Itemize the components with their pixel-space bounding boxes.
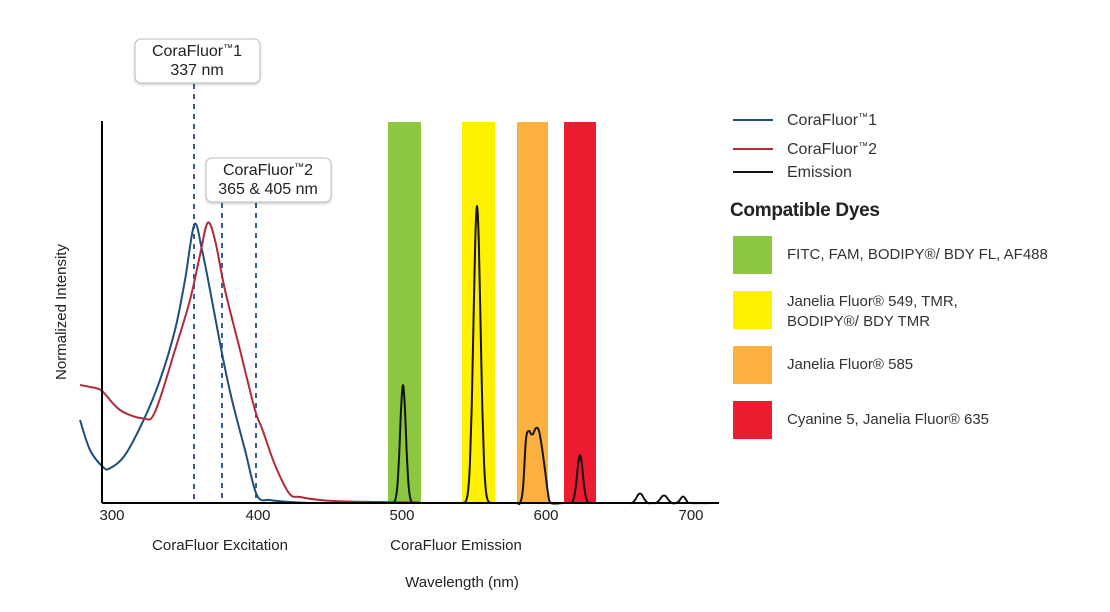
svg-text:CoraFluor™2: CoraFluor™2 (787, 141, 877, 159)
svg-text:337 nm: 337 nm (170, 62, 223, 79)
svg-text:CoraFluor Excitation: CoraFluor Excitation (152, 537, 288, 554)
svg-text:Compatible Dyes: Compatible Dyes (730, 200, 880, 221)
svg-text:300: 300 (99, 507, 124, 524)
svg-text:400: 400 (245, 507, 270, 524)
svg-text:Normalized Intensity: Normalized Intensity (53, 244, 70, 380)
svg-text:Janelia Fluor® 585: Janelia Fluor® 585 (787, 356, 913, 373)
svg-text:500: 500 (389, 507, 414, 524)
svg-text:BODIPY®/ BDY TMR: BODIPY®/ BDY TMR (787, 313, 930, 330)
svg-text:Emission: Emission (787, 164, 852, 181)
svg-text:600: 600 (533, 507, 558, 524)
svg-text:Janelia Fluor® 549, TMR,: Janelia Fluor® 549, TMR, (787, 293, 958, 310)
svg-text:FITC, FAM, BODIPY®/ BDY FL, AF: FITC, FAM, BODIPY®/ BDY FL, AF488 (787, 246, 1048, 263)
svg-text:CoraFluor™1: CoraFluor™1 (787, 112, 877, 130)
svg-text:Wavelength (nm): Wavelength (nm) (405, 574, 519, 591)
svg-text:700: 700 (678, 507, 703, 524)
svg-text:Cyanine 5, Janelia Fluor® 635: Cyanine 5, Janelia Fluor® 635 (787, 411, 989, 428)
svg-text:365 & 405 nm: 365 & 405 nm (218, 181, 318, 198)
svg-text:CoraFluor Emission: CoraFluor Emission (390, 537, 522, 554)
